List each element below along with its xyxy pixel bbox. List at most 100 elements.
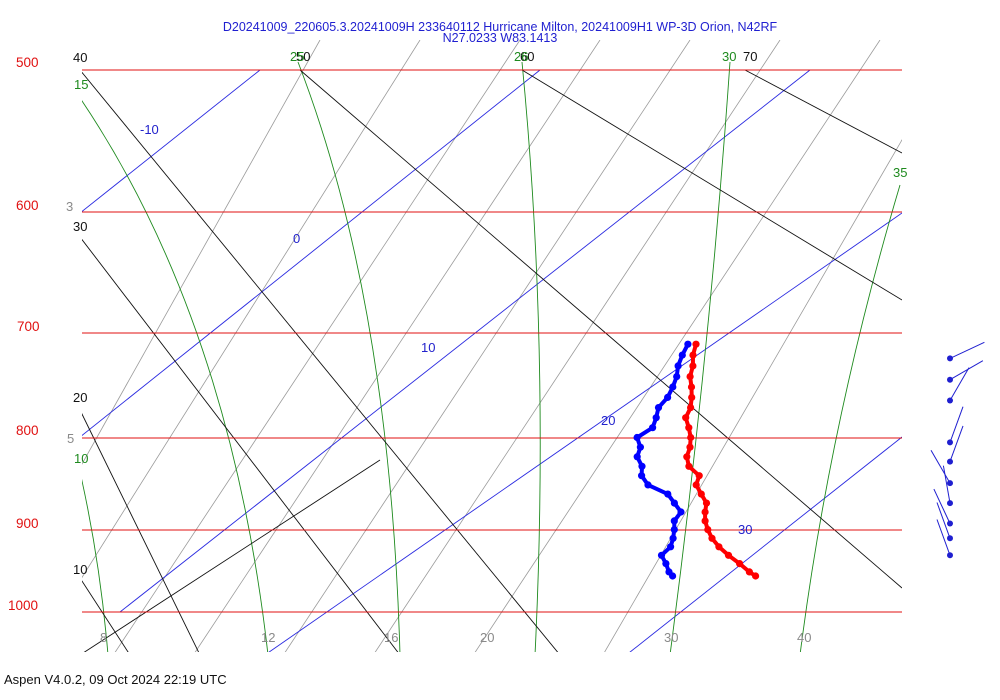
temperature-tick-label: 30 [664,630,678,645]
wind-barb-shaft [949,406,964,443]
dewpoint-point [669,534,677,542]
temperature-point [686,443,694,451]
dewpoint-point [669,572,677,580]
temperature-point [704,526,712,534]
mixing-ratio-line [284,40,691,652]
isotherm-label: 20 [601,413,615,428]
dewpoint-point [678,351,686,359]
pressure-tick-label: 600 [16,198,39,213]
moist-adiabat-line [799,184,901,652]
wind-barb-station [947,439,953,446]
dewpoint-point [654,404,663,412]
dewpoint-point [638,472,646,480]
pressure-tick-label: 900 [16,516,39,531]
moist-adiabat-label: 30 [722,49,736,64]
temperature-point [687,383,696,391]
pressure-tick-label: 1000 [8,598,38,613]
temperature-point [683,453,691,461]
temperature-tick-label: 20 [480,630,494,645]
temperature-tick-label: 8 [100,630,107,645]
temperature-point [685,424,693,432]
moist-adiabat-label: 15 [74,77,88,92]
temperature-point [692,481,700,489]
dewpoint-point [667,543,675,551]
wind-barb-shaft [949,360,984,381]
wind-barb-shaft [936,502,951,539]
isotherm-line [629,436,902,652]
mixing-ratio-line [82,40,321,465]
dry-adiabat-line [83,459,381,652]
temperature-profile [682,340,760,580]
isotherm-line [82,69,541,436]
dewpoint-point [670,499,679,507]
pressure-tick-label: 700 [17,319,40,334]
dewpoint-point [677,508,685,516]
dewpoint-point [662,560,670,568]
dry-adiabat-line [82,580,129,652]
dewpoint-point [657,551,666,559]
pressure-tick-label: 800 [16,423,39,438]
dewpoint-point [636,443,645,451]
dewpoint-point [670,517,678,525]
footer-version-timestamp: Aspen V4.0.2, 09 Oct 2024 22:19 UTC [4,672,227,687]
wind-barb-station [947,397,953,404]
dry-adiabat-label: 30 [73,219,87,234]
temperature-point [736,560,744,568]
dry-adiabat-line [744,69,902,154]
isotherm-label: -10 [140,122,159,137]
dry-adiabat-line [521,69,902,301]
wind-barb-shaft [933,488,951,524]
wind-barb-station [947,458,953,465]
moist-adiabat-label: 25 [290,49,304,64]
isotherm-labels: -10 0 10 20 30 [140,122,752,537]
temperature-point [697,490,705,498]
dewpoint-profile [633,340,692,580]
dry-adiabat-labels: 40 30 20 10 50 60 70 [73,49,757,577]
moist-adiabat-line [82,100,269,652]
temperature-point [685,462,693,470]
moist-adiabat-line [669,61,731,652]
wind-barbs [930,341,985,559]
temperature-point [695,472,703,480]
temperature-point [752,572,760,580]
isotherms [82,69,902,652]
isotherm-line [268,212,902,652]
wind-barb-station [947,355,953,362]
dewpoint-point [664,490,672,498]
moist-adiabat-label: 26 [514,49,528,64]
moist-adiabat-labels: 15 10 25 26 30 35 [74,49,907,466]
temperature-point [682,414,690,422]
temperature-point [688,393,696,401]
isotherm-label: 0 [293,231,300,246]
wind-barb-shaft [949,341,985,359]
dewpoint-point [644,481,652,489]
isotherm-line [119,69,811,613]
moist-adiabat-line [297,61,401,652]
mixing-ratio-labels: 3 5 [66,199,74,446]
temperature-point [689,351,697,359]
moist-adiabat-line [521,61,541,652]
mixing-ratio-label: 5 [67,431,74,446]
bottom-temperature-labels: 8 12 16 20 30 40 [100,630,811,645]
dewpoint-point [652,414,660,422]
temperature-point [708,534,716,542]
dewpoint-point [669,383,677,391]
isotherm-label: 30 [738,522,752,537]
temperature-point [745,568,754,576]
isotherm-label: 10 [421,340,435,355]
dry-adiabat-label: 50 [296,49,310,64]
dewpoint-point [673,373,681,381]
dewpoint-point [670,526,678,534]
temperature-point [692,340,700,348]
wind-barb-station [947,552,953,559]
temperature-point [715,543,723,551]
dewpoint-point [664,393,672,401]
wind-barb-shaft [930,449,951,484]
pressure-labels: 500 600 700 800 900 1000 [8,55,40,613]
pressure-tick-label: 500 [16,55,39,70]
temperature-point [686,373,694,381]
dewpoint-point [674,362,682,370]
isobars [82,69,902,613]
temperature-line [683,342,758,578]
temperature-tick-label: 40 [797,630,811,645]
